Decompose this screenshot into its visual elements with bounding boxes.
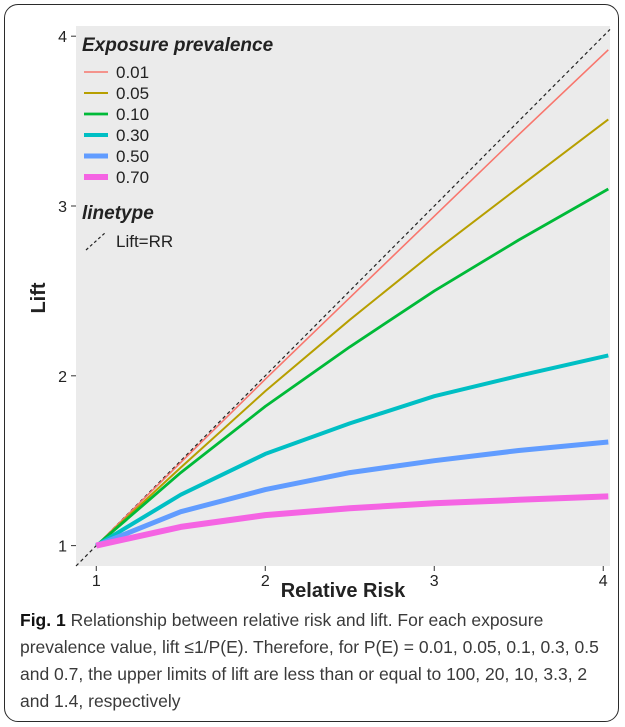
- legend-label-0.10: 0.10: [116, 105, 149, 124]
- series-line-0.05: [95, 118, 609, 547]
- legend-swatch-reference: [85, 231, 107, 251]
- series-line-0.01: [95, 49, 609, 547]
- x-axis-title: Relative Risk: [281, 580, 406, 600]
- figure-caption: Fig. 1 Relationship between relative ris…: [20, 607, 610, 715]
- series-line-0.10: [95, 187, 609, 547]
- legend-label-0.50: 0.50: [116, 147, 149, 166]
- legend-title: Exposure prevalence: [82, 35, 274, 56]
- legend-label-0.70: 0.70: [116, 168, 149, 187]
- legend-label-reference: Lift=RR: [116, 232, 173, 251]
- y-tick-label: 4: [58, 29, 67, 46]
- y-tick-label: 2: [58, 369, 67, 386]
- y-tick-label: 1: [58, 539, 67, 556]
- caption-text: Relationship between relative risk and l…: [20, 610, 599, 711]
- line-chart: 1 2 3 4 1 2 3 4 Exposure prevalence 0.01 0.05 0.10…: [28, 26, 611, 600]
- x-tick-label: 2: [261, 573, 270, 590]
- series-line-0.70: [95, 493, 609, 549]
- x-tick-label: 1: [92, 573, 101, 590]
- x-tick-label: 4: [599, 573, 608, 590]
- caption-label: Fig. 1: [20, 610, 66, 630]
- x-tick-label: 3: [430, 573, 439, 590]
- legend-label-0.05: 0.05: [116, 84, 149, 103]
- y-tick-label: 3: [58, 199, 67, 216]
- series-line-0.50: [95, 439, 609, 548]
- reference-line: [75, 28, 611, 567]
- y-axis-title: Lift: [28, 282, 50, 313]
- legend-label-0.30: 0.30: [116, 126, 149, 145]
- legend2-title: linetype: [82, 203, 154, 224]
- legend-label-0.01: 0.01: [116, 63, 149, 82]
- series-line-0.30: [95, 353, 609, 548]
